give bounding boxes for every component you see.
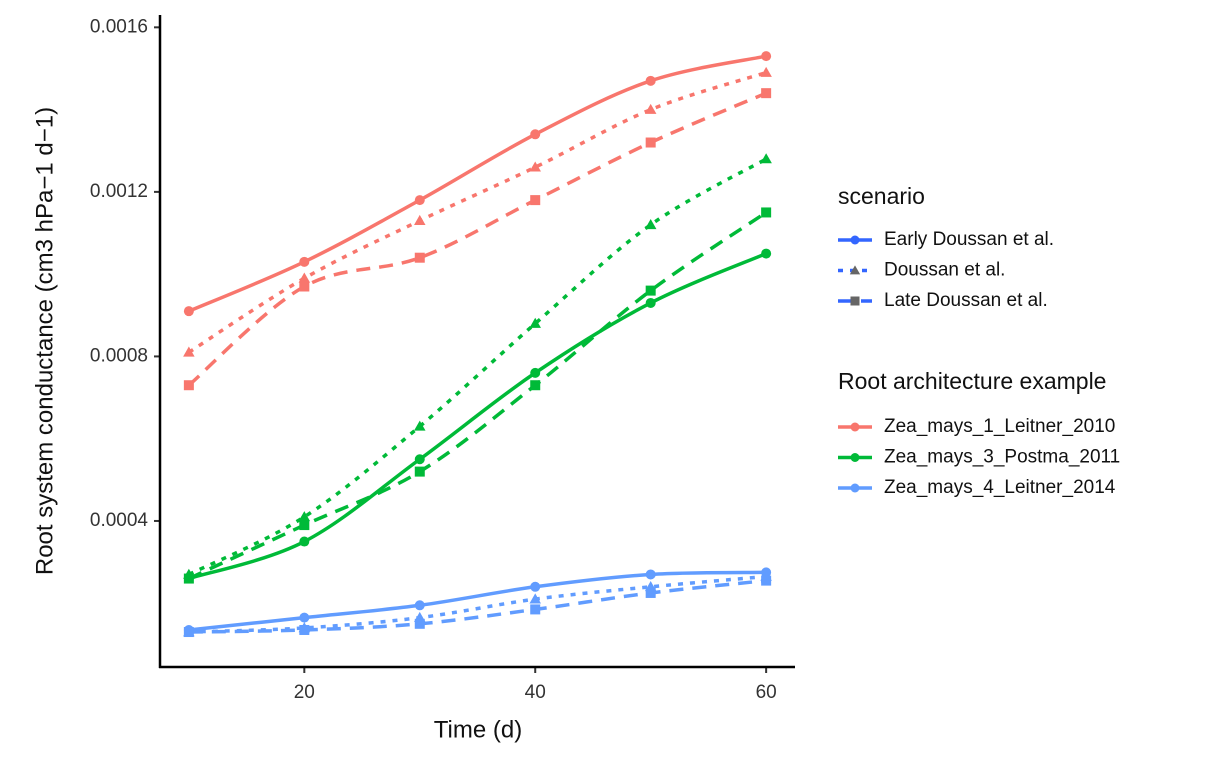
point: [761, 51, 772, 62]
legend-label: Doussan et al.: [884, 260, 1005, 281]
point: [414, 420, 426, 431]
point: [644, 103, 657, 114]
point: [414, 600, 425, 611]
y-tick-label: 0.0004: [90, 510, 149, 531]
legend-key-marker: [850, 296, 860, 306]
point: [299, 281, 310, 292]
point: [530, 129, 541, 140]
trend-line: [188, 570, 767, 632]
legend-label: Zea_mays_3_Postma_2011: [884, 447, 1120, 468]
legend-key-marker: [850, 453, 860, 462]
point: [414, 466, 425, 477]
trend-line: [187, 91, 767, 387]
trend-line: [187, 70, 767, 354]
point: [298, 511, 311, 522]
point: [645, 297, 656, 308]
point: [299, 624, 310, 635]
y-tick-label: 0.0016: [90, 16, 148, 37]
trend-line: [188, 157, 768, 577]
point: [645, 569, 656, 580]
point: [183, 380, 194, 391]
x-tick-label: 40: [525, 682, 546, 703]
legend-key-marker: [850, 235, 860, 245]
point: [760, 66, 772, 77]
y-tick-label: 0.0008: [90, 345, 148, 366]
point: [761, 575, 772, 586]
point: [529, 317, 541, 328]
legend-key-marker: [850, 422, 860, 432]
point: [530, 195, 541, 206]
legend-label: Late Doussan et al.: [884, 290, 1048, 311]
trend-line: [188, 54, 767, 313]
point: [299, 612, 310, 623]
legend-key-marker: [849, 265, 861, 275]
point: [645, 75, 656, 86]
point: [414, 252, 425, 263]
point: [761, 88, 772, 99]
point: [645, 137, 656, 148]
point: [760, 153, 772, 164]
point: [761, 207, 772, 218]
point: [530, 380, 541, 391]
point: [414, 454, 425, 465]
x-tick-label: 60: [756, 682, 777, 703]
point: [645, 587, 656, 598]
point: [183, 306, 194, 317]
x-axis-title: Time (d): [434, 716, 522, 743]
legend-title: Root architecture example: [838, 368, 1106, 394]
trend-line: [188, 211, 768, 581]
trend-line: [188, 578, 767, 634]
point: [299, 536, 310, 547]
legend-title: scenario: [838, 183, 925, 209]
trend-line: [188, 574, 767, 634]
y-tick-label: 0.0012: [90, 181, 148, 202]
x-tick-label: 20: [294, 682, 315, 703]
y-axis-title: Root system conductance (cm3 hPa−1 d−1): [31, 107, 58, 575]
legend-key-marker: [850, 483, 860, 493]
point: [529, 161, 541, 172]
point: [183, 573, 194, 584]
point: [530, 367, 541, 378]
point: [299, 256, 310, 267]
point: [414, 214, 426, 225]
point: [761, 248, 772, 259]
point: [299, 520, 310, 531]
legend-label: Zea_mays_4_Leitner_2014: [884, 477, 1116, 498]
legend-label: Early Doussan et al.: [884, 229, 1054, 250]
point: [530, 581, 541, 592]
legend-label: Zea_mays_1_Leitner_2010: [884, 416, 1115, 437]
point: [298, 272, 311, 283]
point: [529, 593, 541, 604]
point: [183, 627, 194, 638]
point: [530, 604, 541, 615]
trend-line: [188, 251, 767, 581]
point: [414, 195, 425, 206]
point: [644, 219, 657, 230]
point: [183, 346, 195, 357]
point: [414, 618, 425, 629]
point: [645, 285, 656, 296]
